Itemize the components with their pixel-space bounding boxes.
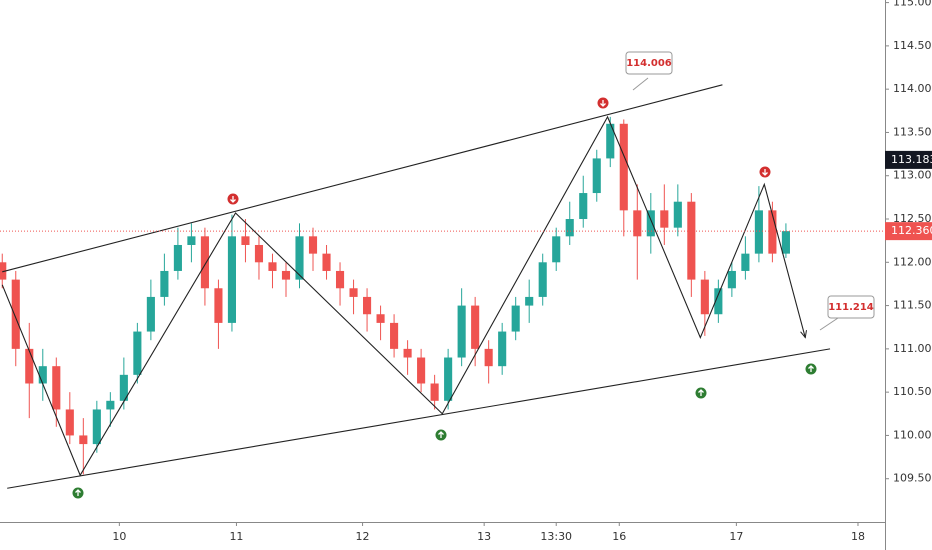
candle-body bbox=[241, 236, 250, 245]
candle-body bbox=[38, 366, 47, 384]
callout: 114.006 bbox=[625, 51, 673, 91]
candle-body bbox=[227, 236, 236, 323]
candle-body bbox=[0, 262, 7, 280]
candle-body bbox=[511, 305, 520, 332]
candle-body bbox=[741, 253, 750, 271]
candle-body bbox=[781, 231, 790, 254]
marker-price-label: 113.183 bbox=[891, 153, 932, 166]
candle-body bbox=[660, 210, 669, 228]
y-tick-label: 114.000 bbox=[893, 82, 932, 95]
candle-body bbox=[498, 331, 507, 367]
candle-body bbox=[79, 435, 88, 445]
candle-body bbox=[525, 296, 534, 306]
candle-body bbox=[430, 383, 439, 401]
candle-body bbox=[173, 244, 182, 271]
y-tick-label: 111.500 bbox=[893, 299, 932, 312]
candle-body bbox=[754, 210, 763, 254]
signals bbox=[72, 97, 817, 499]
x-tick-label: 17 bbox=[729, 530, 743, 543]
candle-body bbox=[268, 262, 277, 271]
x-tick-label: 11 bbox=[229, 530, 243, 543]
candle-body bbox=[65, 409, 74, 436]
x-tick-label: 13 bbox=[477, 530, 491, 543]
candle-body bbox=[565, 219, 574, 237]
candle-body bbox=[619, 123, 628, 211]
x-tick-label: 16 bbox=[612, 530, 626, 543]
candle-body bbox=[322, 253, 331, 271]
last-price-box bbox=[885, 222, 932, 241]
y-tick-label: 112.000 bbox=[893, 255, 932, 268]
candle-body bbox=[687, 201, 696, 280]
callout: 111.214 bbox=[819, 295, 875, 331]
candle-body bbox=[254, 244, 264, 263]
plot-area bbox=[0, 84, 831, 489]
candle-body bbox=[390, 322, 399, 349]
candle-body bbox=[673, 201, 682, 228]
trend-line bbox=[2, 84, 723, 273]
candle-body bbox=[214, 288, 223, 323]
y-tick-label: 109.500 bbox=[893, 472, 932, 485]
candle-body bbox=[552, 236, 561, 263]
candle-body bbox=[25, 348, 34, 384]
callout-label: 111.214 bbox=[828, 302, 874, 313]
candle-body bbox=[160, 270, 169, 297]
candle-body bbox=[200, 236, 209, 289]
trend-line bbox=[1, 115, 805, 477]
candle-body bbox=[417, 357, 426, 384]
candle-body bbox=[146, 296, 155, 332]
callout-label: 114.006 bbox=[626, 58, 672, 69]
candle-body bbox=[349, 288, 358, 297]
candle-body bbox=[363, 296, 372, 315]
x-tick-label: 10 bbox=[112, 530, 126, 543]
y-tick-label: 112.500 bbox=[893, 212, 932, 225]
candle-body bbox=[768, 210, 777, 254]
y-tick-label: 110.500 bbox=[893, 385, 932, 398]
y-tick-label: 115.000 bbox=[893, 0, 932, 9]
candle-body bbox=[646, 210, 655, 237]
y-tick-label: 114.500 bbox=[893, 39, 932, 52]
candle-body bbox=[335, 270, 345, 289]
candle-body bbox=[633, 210, 642, 237]
candle-body bbox=[403, 348, 412, 358]
candle-body bbox=[700, 279, 709, 315]
candle-body bbox=[295, 236, 304, 280]
candle-body bbox=[281, 270, 291, 280]
candle-body bbox=[606, 123, 615, 159]
candle-body bbox=[133, 331, 142, 375]
candle-body bbox=[592, 158, 601, 194]
candle-body bbox=[119, 374, 128, 401]
trend-line bbox=[7, 348, 831, 489]
candle-body bbox=[714, 288, 723, 315]
candle-body bbox=[52, 366, 61, 410]
candle-body bbox=[444, 357, 453, 401]
candle-body bbox=[457, 305, 466, 358]
candle-body bbox=[579, 193, 588, 220]
x-tick-label: 13:30 bbox=[540, 530, 572, 543]
candle-body bbox=[376, 314, 385, 323]
candle-body bbox=[471, 305, 480, 349]
x-tick-label: 12 bbox=[356, 530, 370, 543]
candle-body bbox=[92, 409, 101, 445]
y-tick-label: 113.500 bbox=[893, 125, 932, 138]
candle-body bbox=[308, 236, 318, 254]
x-tick-label: 18 bbox=[851, 530, 865, 543]
marker-price-box bbox=[885, 150, 932, 169]
y-tick-label: 113.000 bbox=[893, 169, 932, 182]
candle-body bbox=[11, 279, 20, 349]
y-tick-label: 111.000 bbox=[893, 342, 932, 355]
candle-body bbox=[484, 348, 493, 367]
candle-body bbox=[538, 262, 547, 297]
candle-body bbox=[106, 400, 115, 410]
y-tick-label: 110.000 bbox=[893, 428, 932, 441]
last-price-label: 112.360 bbox=[891, 224, 932, 237]
candle-body bbox=[727, 270, 736, 289]
candle-body bbox=[187, 236, 196, 245]
